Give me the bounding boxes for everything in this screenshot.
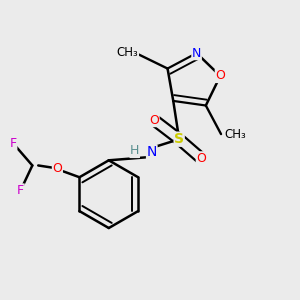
- Text: F: F: [10, 137, 17, 150]
- Text: O: O: [196, 152, 206, 165]
- Text: H: H: [130, 145, 140, 158]
- Text: N: N: [147, 146, 157, 160]
- Text: CH₃: CH₃: [224, 128, 246, 141]
- Text: N: N: [192, 46, 201, 60]
- Text: F: F: [17, 184, 24, 197]
- Text: CH₃: CH₃: [117, 46, 138, 59]
- Text: S: S: [174, 132, 184, 146]
- Text: O: O: [215, 69, 225, 82]
- Text: O: O: [52, 162, 62, 175]
- Text: O: O: [149, 114, 159, 127]
